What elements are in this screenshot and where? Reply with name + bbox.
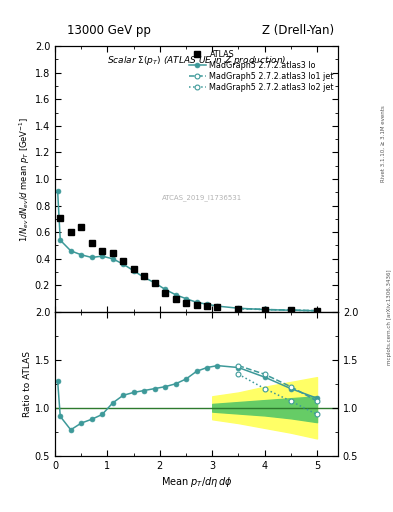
MadGraph5 2.7.2.atlas3 lo [58, 237, 62, 243]
ATLAS [194, 302, 199, 308]
ATLAS [205, 303, 209, 309]
MadGraph5 2.7.2.atlas3 lo2 jet [288, 307, 293, 313]
ATLAS [121, 259, 125, 265]
MadGraph5 2.7.2.atlas3 lo [315, 308, 320, 314]
MadGraph5 2.7.2.atlas3 lo2 jet [315, 308, 320, 314]
MadGraph5 2.7.2.atlas3 lo [163, 286, 167, 292]
MadGraph5 2.7.2.atlas3 lo [100, 253, 105, 259]
ATLAS [315, 308, 320, 314]
MadGraph5 2.7.2.atlas3 lo [68, 248, 73, 254]
MadGraph5 2.7.2.atlas3 lo [288, 307, 293, 313]
MadGraph5 2.7.2.atlas3 lo1 jet [315, 308, 320, 314]
ATLAS [110, 250, 115, 257]
Line: MadGraph5 2.7.2.atlas3 lo2 jet: MadGraph5 2.7.2.atlas3 lo2 jet [236, 306, 320, 313]
ATLAS [262, 307, 267, 313]
MadGraph5 2.7.2.atlas3 lo [184, 295, 188, 302]
MadGraph5 2.7.2.atlas3 lo1 jet [236, 306, 241, 312]
Text: Rivet 3.1.10, ≥ 3.1M events: Rivet 3.1.10, ≥ 3.1M events [381, 105, 386, 182]
Text: Scalar $\Sigma(p_T)$ (ATLAS UE in $Z$ production): Scalar $\Sigma(p_T)$ (ATLAS UE in $Z$ pr… [107, 54, 286, 67]
MadGraph5 2.7.2.atlas3 lo [131, 268, 136, 274]
Y-axis label: Ratio to ATLAS: Ratio to ATLAS [23, 351, 32, 417]
MadGraph5 2.7.2.atlas3 lo [173, 292, 178, 298]
MadGraph5 2.7.2.atlas3 lo [55, 188, 60, 194]
ATLAS [288, 307, 293, 313]
MadGraph5 2.7.2.atlas3 lo2 jet [236, 306, 241, 312]
Text: ATCAS_2019_I1736531: ATCAS_2019_I1736531 [162, 194, 242, 201]
MadGraph5 2.7.2.atlas3 lo [215, 303, 220, 309]
Line: MadGraph5 2.7.2.atlas3 lo: MadGraph5 2.7.2.atlas3 lo [55, 188, 320, 313]
MadGraph5 2.7.2.atlas3 lo [152, 280, 157, 286]
MadGraph5 2.7.2.atlas3 lo [205, 301, 209, 307]
MadGraph5 2.7.2.atlas3 lo [89, 254, 94, 261]
ATLAS [100, 248, 105, 254]
ATLAS [215, 304, 220, 310]
MadGraph5 2.7.2.atlas3 lo2 jet [262, 307, 267, 313]
X-axis label: Mean $p_T/d\eta\,d\phi$: Mean $p_T/d\eta\,d\phi$ [161, 475, 232, 489]
ATLAS [131, 266, 136, 272]
Text: Z (Drell-Yan): Z (Drell-Yan) [262, 24, 334, 37]
ATLAS [184, 300, 188, 306]
Legend: ATLAS, MadGraph5 2.7.2.atlas3 lo, MadGraph5 2.7.2.atlas3 lo1 jet, MadGraph5 2.7.: ATLAS, MadGraph5 2.7.2.atlas3 lo, MadGra… [187, 49, 336, 94]
ATLAS [142, 273, 147, 279]
Text: mcplots.cern.ch [arXiv:1306.3436]: mcplots.cern.ch [arXiv:1306.3436] [387, 270, 391, 365]
ATLAS [79, 224, 84, 230]
ATLAS [152, 280, 157, 286]
MadGraph5 2.7.2.atlas3 lo [236, 305, 241, 311]
ATLAS [163, 290, 167, 296]
MadGraph5 2.7.2.atlas3 lo [79, 252, 84, 258]
Line: MadGraph5 2.7.2.atlas3 lo1 jet: MadGraph5 2.7.2.atlas3 lo1 jet [236, 306, 320, 313]
MadGraph5 2.7.2.atlas3 lo1 jet [288, 307, 293, 313]
MadGraph5 2.7.2.atlas3 lo [121, 261, 125, 267]
MadGraph5 2.7.2.atlas3 lo [194, 299, 199, 305]
MadGraph5 2.7.2.atlas3 lo [142, 274, 147, 281]
ATLAS [173, 295, 178, 302]
MadGraph5 2.7.2.atlas3 lo1 jet [262, 306, 267, 312]
ATLAS [68, 229, 73, 236]
Text: 13000 GeV pp: 13000 GeV pp [67, 24, 151, 37]
Line: ATLAS: ATLAS [57, 215, 320, 314]
MadGraph5 2.7.2.atlas3 lo [262, 307, 267, 313]
MadGraph5 2.7.2.atlas3 lo [110, 255, 115, 262]
ATLAS [236, 306, 241, 312]
ATLAS [58, 215, 62, 221]
Y-axis label: $1/N_\mathit{ev}\,dN_\mathit{ev}/d$ mean $p_T$ [GeV$^{-1}$]: $1/N_\mathit{ev}\,dN_\mathit{ev}/d$ mean… [18, 116, 32, 242]
ATLAS [89, 240, 94, 246]
